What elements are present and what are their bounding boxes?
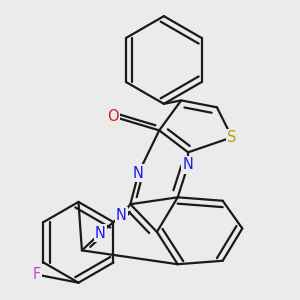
Text: N: N [183,158,194,172]
Text: O: O [107,109,119,124]
Text: N: N [95,226,106,241]
Text: F: F [33,267,41,282]
Text: N: N [133,166,144,181]
Text: S: S [227,130,237,145]
Text: N: N [116,208,127,223]
